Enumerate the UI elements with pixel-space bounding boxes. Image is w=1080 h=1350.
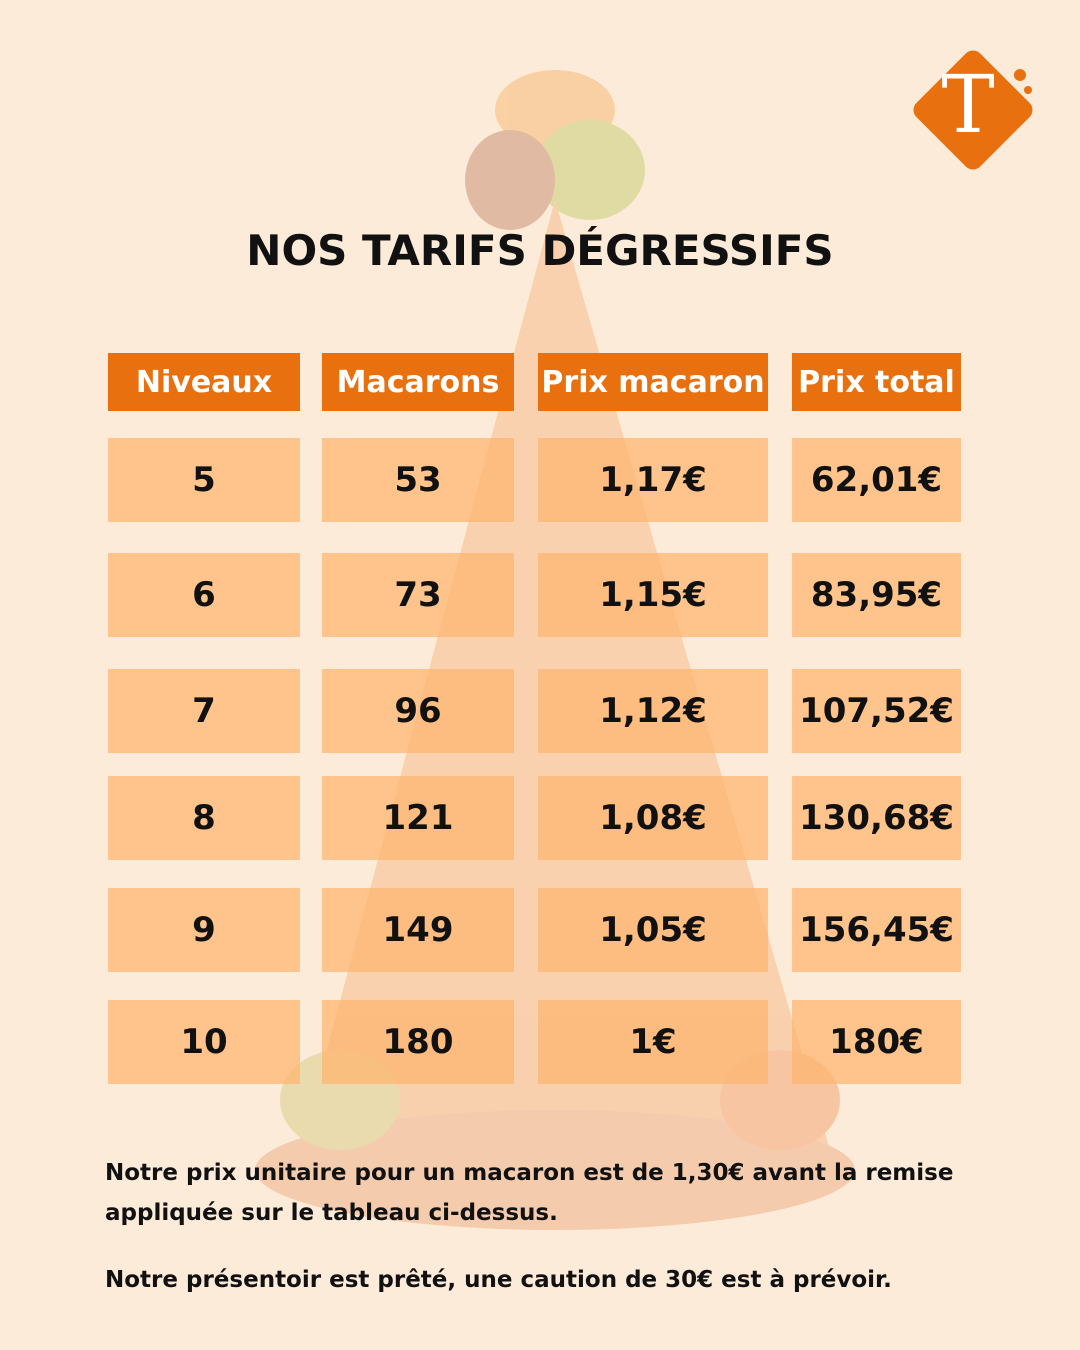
table-cell: 8	[108, 776, 300, 860]
table-cell: 7	[108, 669, 300, 753]
table-cell: 83,95€	[792, 553, 961, 637]
table-cell: 121	[322, 776, 514, 860]
table-cell: 130,68€	[792, 776, 961, 860]
table-cell: 1,08€	[538, 776, 768, 860]
column-header: Prix macaron	[538, 353, 768, 411]
table-cell: 1,12€	[538, 669, 768, 753]
table-cell: 1,17€	[538, 438, 768, 522]
table-cell: 180€	[792, 1000, 961, 1084]
column-header: Niveaux	[108, 353, 300, 411]
logo-badge	[913, 50, 1033, 170]
column-header: Macarons	[322, 353, 514, 411]
table-cell: 5	[108, 438, 300, 522]
table-cell: 96	[322, 669, 514, 753]
table-cell: 1€	[538, 1000, 768, 1084]
page-title: NOS TARIFS DÉGRESSIFS	[246, 226, 834, 275]
table-cell: 1,05€	[538, 888, 768, 972]
table-cell: 156,45€	[792, 888, 961, 972]
table-cell: 10	[108, 1000, 300, 1084]
table-cell: 1,15€	[538, 553, 768, 637]
table-cell: 149	[322, 888, 514, 972]
table-cell: 107,52€	[792, 669, 961, 753]
logo-letter: T	[941, 58, 995, 151]
note: Notre prix unitaire pour un macaron est …	[105, 1160, 954, 1226]
table-cell: 73	[322, 553, 514, 637]
table-cell: 9	[108, 888, 300, 972]
note: Notre présentoir est prêté, une caution …	[105, 1267, 892, 1293]
table-cell: 6	[108, 553, 300, 637]
table-cell: 53	[322, 438, 514, 522]
column-header: Prix total	[792, 353, 961, 411]
table-cell: 180	[322, 1000, 514, 1084]
table-cell: 62,01€	[792, 438, 961, 522]
